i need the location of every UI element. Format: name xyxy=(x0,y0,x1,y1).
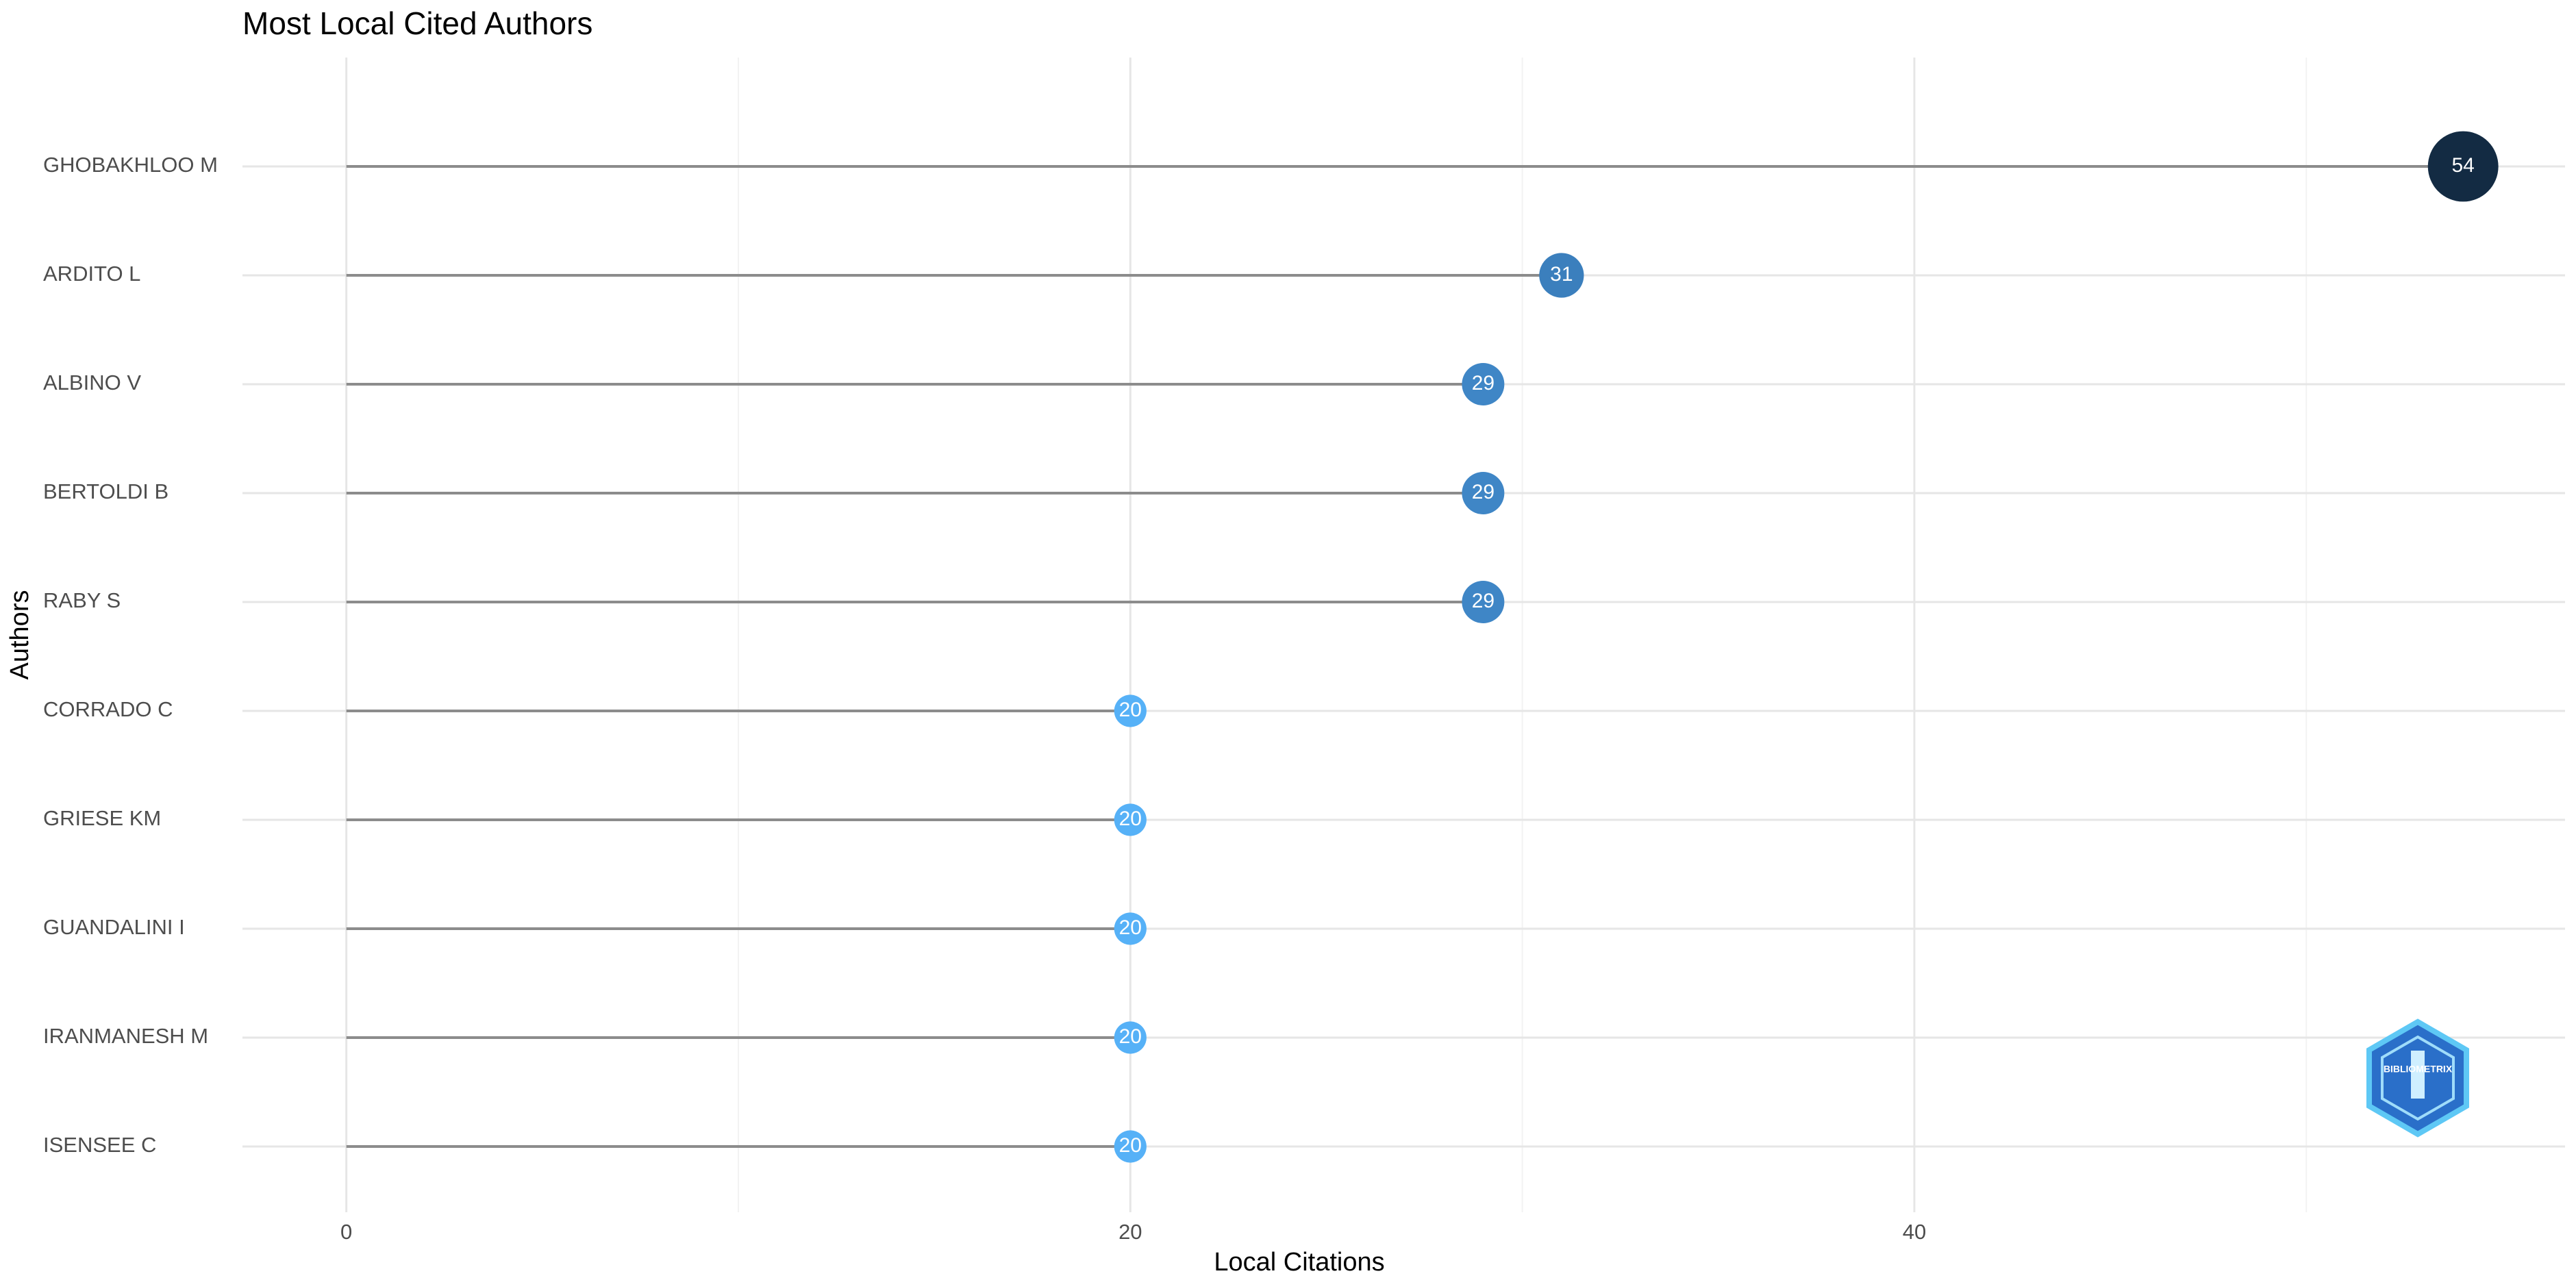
value-label: 31 xyxy=(1550,263,1573,286)
value-label: 20 xyxy=(1119,699,1142,721)
y-tick-label: ARDITO L xyxy=(43,262,140,286)
value-label: 20 xyxy=(1119,1025,1142,1048)
x-tick-label: 0 xyxy=(340,1220,352,1244)
dot xyxy=(1462,581,1505,623)
y-tick-label: RABY S xyxy=(43,588,121,612)
dot xyxy=(1462,472,1505,514)
y-tick-label: GHOBAKHLOO M xyxy=(43,153,218,177)
logo: BIBLIOMETRIX xyxy=(2366,1018,2469,1138)
x-axis-label: Local Citations xyxy=(1214,1248,1384,1277)
value-label: 54 xyxy=(2452,154,2475,177)
value-label: 20 xyxy=(1119,916,1142,939)
logo-inner xyxy=(2381,1035,2455,1121)
x-tick-label: 40 xyxy=(1903,1220,1926,1244)
y-tick-label: IRANMANESH M xyxy=(43,1024,208,1048)
dot xyxy=(1114,1021,1147,1054)
value-label: 29 xyxy=(1472,372,1495,394)
y-tick-label: ISENSEE C xyxy=(43,1133,156,1157)
value-label: 29 xyxy=(1472,481,1495,503)
y-tick-label: ALBINO V xyxy=(43,371,141,394)
chart-title: Most Local Cited Authors xyxy=(242,5,592,41)
dot xyxy=(1114,694,1147,727)
dot xyxy=(1462,363,1505,405)
value-label: 29 xyxy=(1472,590,1495,612)
y-tick-label: CORRADO C xyxy=(43,697,173,721)
dot xyxy=(1114,803,1147,836)
value-label: 20 xyxy=(1119,807,1142,830)
y-axis-label: Authors xyxy=(5,590,34,680)
x-tick-label: 20 xyxy=(1118,1220,1142,1244)
dot xyxy=(1114,1130,1147,1163)
logo-tower xyxy=(2411,1051,2425,1099)
dot xyxy=(2427,131,2499,202)
value-label: 20 xyxy=(1119,1134,1142,1157)
logo-text: BIBLIOMETRIX xyxy=(2384,1064,2453,1075)
y-tick-label: GRIESE KM xyxy=(43,806,161,830)
dot xyxy=(1114,912,1147,945)
y-tick-label: BERTOLDI B xyxy=(43,479,168,503)
dot xyxy=(1539,253,1584,298)
y-tick-label: GUANDALINI I xyxy=(43,915,185,939)
